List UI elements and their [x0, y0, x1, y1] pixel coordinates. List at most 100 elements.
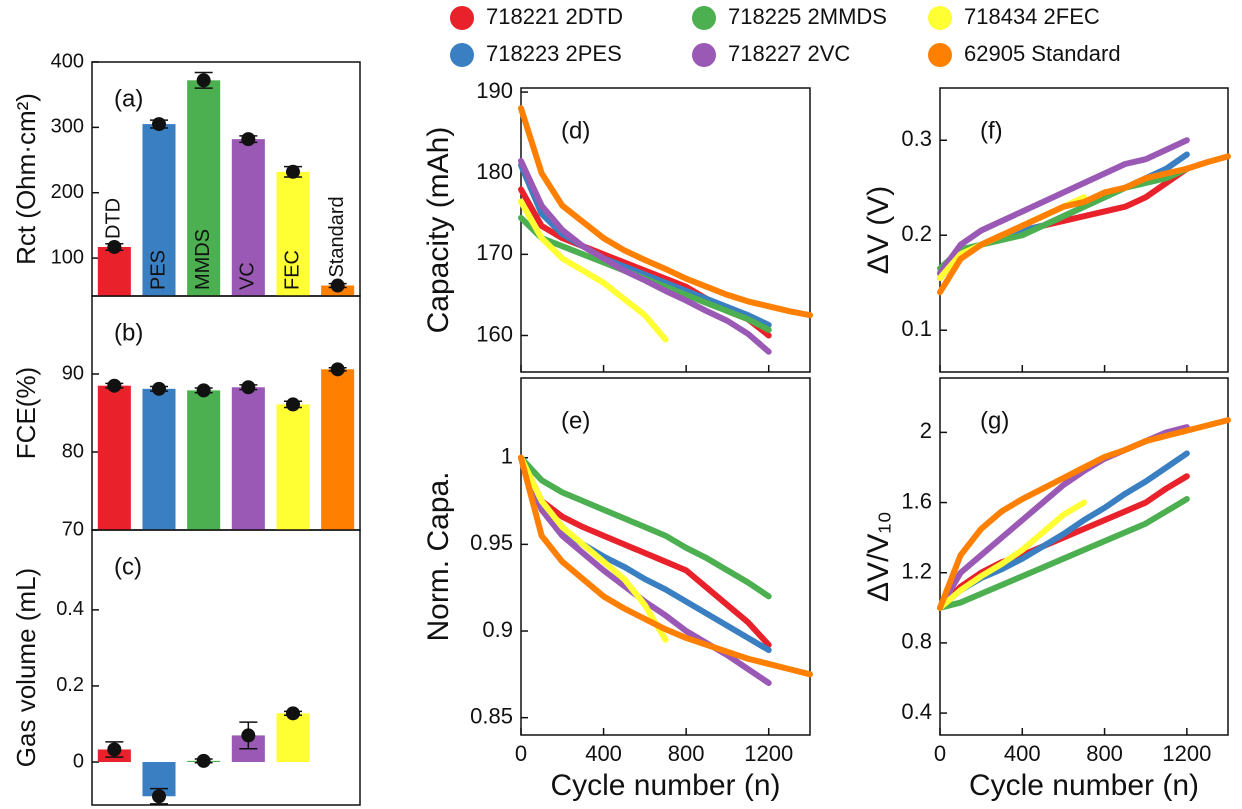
panel-frame	[939, 87, 1229, 373]
panel-label: (f)	[980, 117, 1003, 144]
panel-label: (c)	[114, 553, 142, 580]
y-tick-label: 80	[62, 440, 84, 462]
y-axis-label: ΔV (V)	[862, 186, 895, 274]
y-tick-label: 400	[51, 50, 84, 72]
bar-label: VC	[237, 262, 259, 290]
y-tick-label: 90	[62, 362, 84, 384]
bar-label: FEC	[281, 250, 303, 290]
bar-label: Standard	[326, 196, 348, 277]
panel-frame	[520, 377, 811, 736]
legend-label: 718227 2VC	[728, 41, 850, 66]
panel-frame	[939, 377, 1229, 736]
series-line	[937, 165, 1190, 272]
panel-frame	[91, 529, 361, 806]
y-tick-label: 0.4	[56, 598, 84, 620]
bar-label: DTD	[103, 198, 125, 239]
panel-label: (d)	[561, 117, 590, 144]
y-tick-label: 1	[501, 444, 513, 469]
y-tick-label: 0.95	[470, 530, 513, 555]
bar	[231, 387, 265, 530]
panel-label: (g)	[980, 407, 1009, 434]
y-tick-label: 180	[476, 159, 513, 184]
mean-dot	[152, 789, 166, 804]
series-line	[518, 454, 813, 678]
x-tick-label: 400	[585, 741, 622, 766]
bar-label: MMDS	[192, 229, 214, 290]
mean-dot	[330, 278, 345, 293]
mean-dot	[152, 381, 166, 396]
series-line	[937, 496, 1190, 611]
y-tick-label: 0.85	[470, 703, 513, 728]
mean-dot	[330, 362, 345, 377]
series-line	[518, 198, 669, 343]
mean-dot	[196, 73, 211, 88]
mean-dot	[107, 239, 122, 254]
mean-dot	[107, 742, 122, 757]
y-tick-label: 0.8	[901, 629, 932, 654]
bar	[187, 80, 221, 297]
bar	[97, 246, 131, 296]
x-tick-label: 0	[515, 741, 527, 766]
y-tick-label: 100	[51, 246, 84, 268]
legend-marker	[928, 6, 952, 30]
x-axis-label: Cycle number (n)	[550, 769, 780, 802]
series-line	[518, 162, 772, 328]
mean-dot	[241, 728, 256, 743]
legend-label: 718434 2FEC	[964, 4, 1100, 29]
y-tick-label: 300	[51, 116, 84, 138]
panel-label: (b)	[114, 319, 143, 346]
y-axis-label: Norm. Capa.	[422, 471, 455, 641]
legend-marker	[692, 43, 716, 67]
y-tick-label: 0.1	[901, 316, 932, 341]
mean-dot	[241, 380, 256, 395]
y-tick-label: 0	[73, 750, 84, 772]
x-axis-label: Cycle number (n)	[969, 769, 1199, 802]
y-tick-label: 1.2	[901, 559, 932, 584]
mean-dot	[107, 378, 122, 393]
y-axis-label: Capacity (mAh)	[422, 127, 455, 334]
bar-label: PES	[147, 250, 169, 290]
bar	[276, 171, 310, 296]
mean-dot	[286, 397, 300, 412]
legend-label: 718223 2PES	[486, 41, 622, 66]
x-tick-label: 800	[1086, 741, 1123, 766]
series-line	[937, 417, 1231, 611]
mean-dot	[196, 383, 211, 398]
legend-marker	[450, 43, 474, 67]
bar	[142, 124, 176, 296]
series-line	[937, 499, 1087, 611]
bar	[276, 404, 310, 530]
y-tick-label: 0.4	[901, 699, 932, 724]
series-line	[518, 105, 813, 319]
bar	[276, 713, 310, 763]
y-axis-label: Gas volume (mL)	[11, 568, 41, 767]
y-tick-label: 70	[62, 518, 84, 540]
bar	[231, 139, 265, 296]
y-tick-label: 170	[476, 240, 513, 265]
mean-dot	[152, 117, 166, 132]
bar	[187, 390, 221, 530]
series-line	[518, 454, 772, 648]
series-line	[937, 165, 1190, 281]
y-tick-label: 200	[51, 181, 84, 203]
legend-label: 718221 2DTD	[486, 4, 623, 29]
panel-label: (e)	[561, 407, 590, 434]
legend-label: 62905 Standard	[964, 41, 1121, 66]
x-tick-label: 1200	[744, 741, 793, 766]
mean-dot	[286, 706, 300, 721]
y-axis-label: FCE(%)	[11, 367, 41, 459]
legend-marker	[450, 6, 474, 30]
x-tick-label: 0	[934, 741, 946, 766]
x-tick-label: 800	[668, 741, 705, 766]
legend-marker	[692, 6, 716, 30]
panel-label: (a)	[114, 85, 143, 112]
series-line	[937, 137, 1190, 277]
legend-marker	[928, 43, 952, 67]
y-tick-label: 0.3	[901, 126, 932, 151]
y-axis-label: ΔV/V₁₀	[862, 511, 895, 602]
bar	[97, 385, 131, 530]
y-tick-label: 2	[920, 418, 932, 443]
y-tick-label: 190	[476, 78, 513, 103]
series-line	[937, 153, 1231, 296]
